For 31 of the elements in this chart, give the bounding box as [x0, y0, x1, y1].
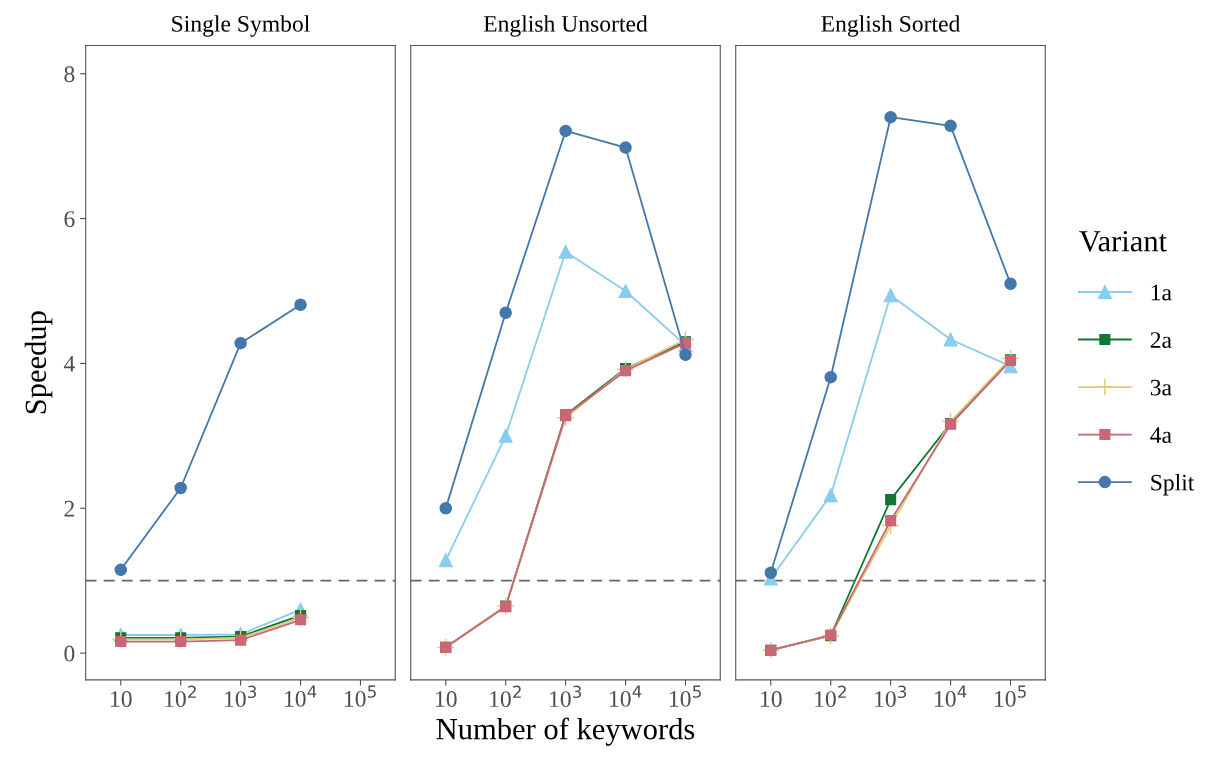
x-tick-label: 10$^{5}$ [344, 685, 376, 707]
x-tick-label: 10$^{4}$ [285, 685, 317, 707]
y-tick-label: 6 [64, 211, 75, 227]
x-axis-title: Number of keywords [436, 717, 695, 746]
x-tick-label: 10 [761, 691, 782, 707]
x-tick-label: 10$^{2}$ [165, 685, 196, 708]
x-tick-label: 10$^{5}$ [669, 685, 701, 707]
x-tick-label: 10$^{3}$ [225, 685, 257, 708]
legend-label: 3a [1150, 379, 1172, 396]
chart-title: English Sorted [821, 15, 961, 37]
legend-label: 2a [1150, 332, 1172, 348]
x-tick-label: 10$^{4}$ [935, 685, 967, 707]
legend-label: 1a [1151, 284, 1172, 301]
x-tick-label: 10$^{2}$ [490, 685, 521, 708]
y-tick-label: 0 [64, 645, 75, 662]
x-tick-label: 10$^{5}$ [995, 685, 1026, 707]
y-tick-label: 8 [64, 66, 75, 83]
x-tick-label: 10 [111, 691, 132, 707]
chart-title: Single Symbol [172, 15, 310, 37]
x-tick-label: 10$^{4}$ [610, 685, 642, 707]
chart-title: English Unsorted [483, 15, 648, 37]
x-tick-label: 10$^{3}$ [875, 685, 907, 708]
legend-label: 4a [1150, 427, 1172, 444]
y-tick-label: 2 [64, 500, 74, 517]
y-tick-label: 4 [63, 356, 75, 372]
x-tick-label: 10 [436, 691, 457, 707]
x-tick-label: 10$^{2}$ [815, 685, 846, 708]
legend-title: Variant [1079, 231, 1167, 252]
x-tick-label: 10$^{3}$ [550, 685, 582, 708]
y-axis-title: Speedup [24, 311, 53, 414]
legend-label: Split [1151, 473, 1195, 496]
